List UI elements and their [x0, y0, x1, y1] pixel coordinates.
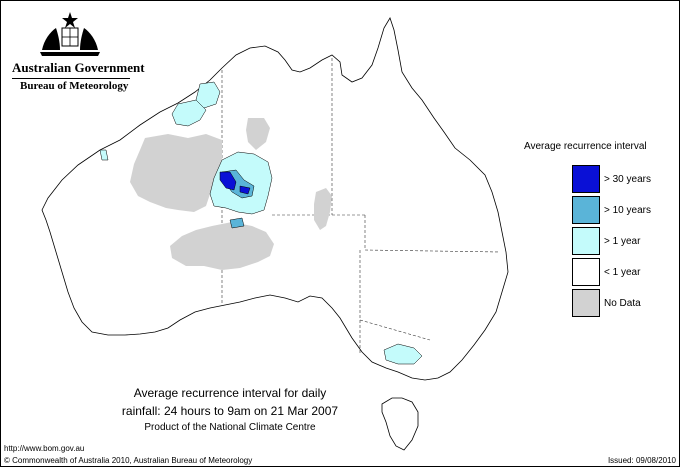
copyright-notice: © Commonwealth of Australia 2010, Austra… — [4, 456, 253, 465]
bom-url: http://www.bom.gov.au — [4, 444, 85, 453]
legend-label-under-1-year: < 1 year — [604, 267, 641, 278]
legend-swatch-over-30-years — [572, 165, 600, 193]
over-30-years-regions — [219, 171, 251, 195]
legend-title: Average recurrence interval — [524, 141, 647, 152]
issued-date: Issued: 09/08/2010 — [607, 456, 676, 465]
caption-product-line: Product of the National Climate Centre — [144, 422, 316, 433]
caption-title-line-1: Average recurrence interval for daily — [133, 386, 327, 400]
mainland-outline — [41, 17, 509, 381]
legend-label-no-data: No Data — [604, 298, 641, 309]
legend-swatch-over-10-years — [572, 196, 600, 224]
government-name: Australian Government — [12, 60, 145, 75]
legend-swatch-under-1-year — [572, 258, 600, 286]
tasmania-outline — [381, 397, 419, 451]
legend-label-over-30-years: > 30 years — [604, 174, 651, 185]
legend-label-over-10-years: > 10 years — [604, 205, 651, 216]
legend-label-over-1-year: > 1 year — [604, 236, 641, 247]
caption-title-line-2: rainfall: 24 hours to 9am on 21 Mar 2007 — [121, 404, 339, 418]
legend-swatch-no-data — [572, 289, 600, 317]
coat-of-arms-icon — [40, 12, 100, 56]
legend-swatch-over-1-year — [572, 227, 600, 255]
header-divider — [12, 78, 130, 79]
no-data-regions — [130, 118, 332, 270]
bureau-name: Bureau of Meteorology — [20, 80, 129, 92]
